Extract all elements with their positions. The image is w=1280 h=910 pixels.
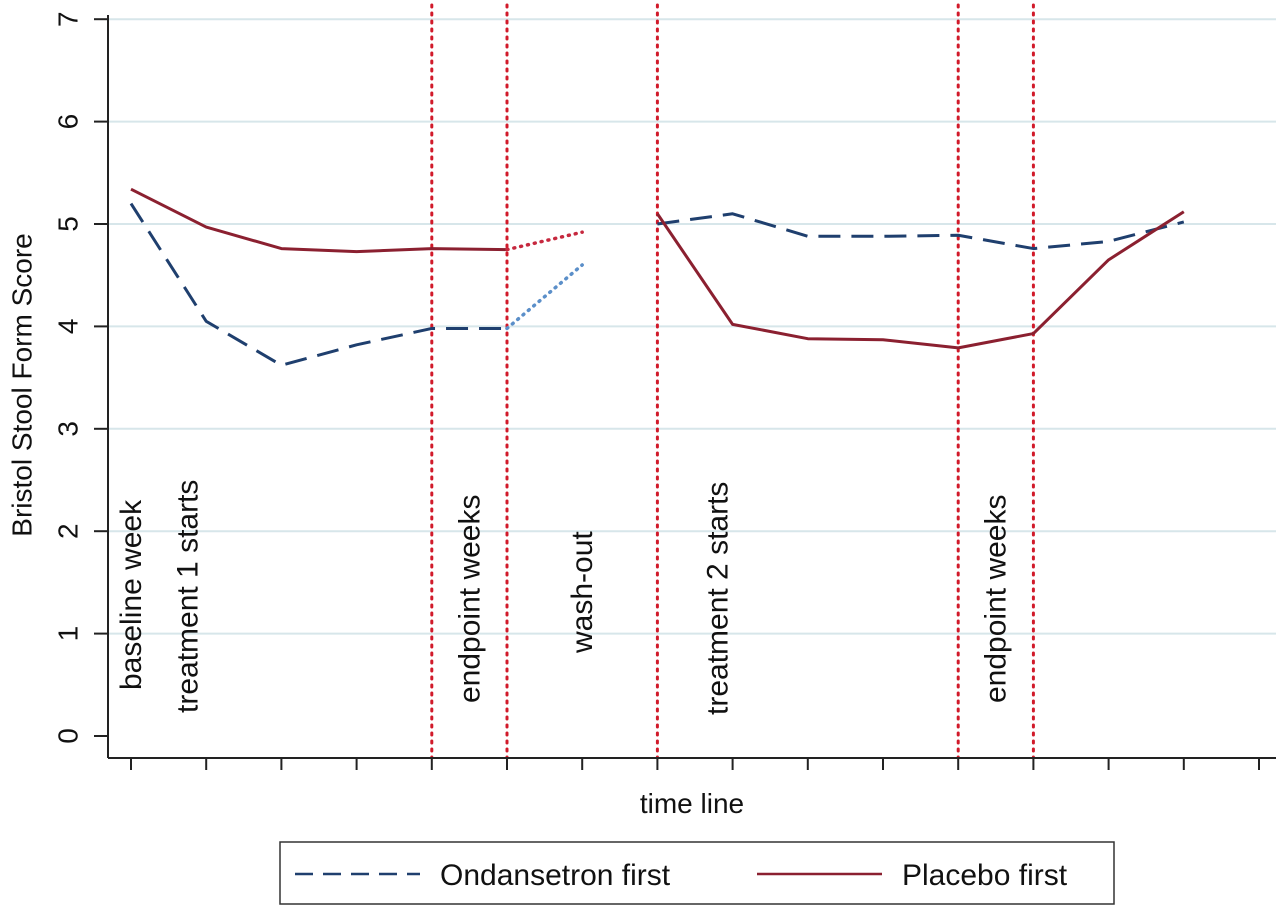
y-tick-label: 2 <box>52 523 83 539</box>
x-ticks <box>130 758 1260 770</box>
series-lines <box>129 187 1185 367</box>
reference-lines <box>430 3 1035 760</box>
y-tick-label: 4 <box>52 319 83 335</box>
y-ticks: 0 1 2 3 4 5 6 7 <box>52 11 108 744</box>
y-tick-label: 1 <box>52 626 83 642</box>
y-tick-label: 3 <box>52 421 83 437</box>
annotation-label: treatment 2 starts <box>701 482 734 715</box>
phase-annotations: baseline week treatment 1 starts endpoint … <box>115 480 1013 715</box>
series-1-washout <box>505 230 584 252</box>
y-tick-label: 7 <box>52 11 83 27</box>
annotation-label: treatment 1 starts <box>171 480 204 713</box>
series-1-segment-1 <box>656 210 1185 350</box>
series-0-washout <box>505 263 584 331</box>
x-axis-label: time line <box>640 788 744 819</box>
y-axis-label: Bristol Stool Form Score <box>6 233 37 536</box>
axes <box>107 15 1276 759</box>
series-0-segment-1 <box>657 212 1185 251</box>
y-tick-label: 5 <box>52 216 83 232</box>
annotation-label: baseline week <box>115 499 148 690</box>
series-0-segment-0 <box>129 202 507 367</box>
series-1-segment-0 <box>130 187 508 254</box>
annotation-label: wash-out <box>566 531 599 654</box>
legend-box <box>279 841 1115 905</box>
legend: Ondansetron first Placebo first <box>279 841 1115 905</box>
legend-label-ondansetron: Ondansetron first <box>440 859 671 892</box>
y-tick-label: 0 <box>52 728 83 744</box>
annotation-label: endpoint weeks <box>453 495 486 703</box>
y-tick-label: 6 <box>52 114 83 130</box>
gridlines <box>108 18 1276 635</box>
annotation-label: endpoint weeks <box>980 495 1013 703</box>
legend-label-placebo: Placebo first <box>902 859 1068 892</box>
